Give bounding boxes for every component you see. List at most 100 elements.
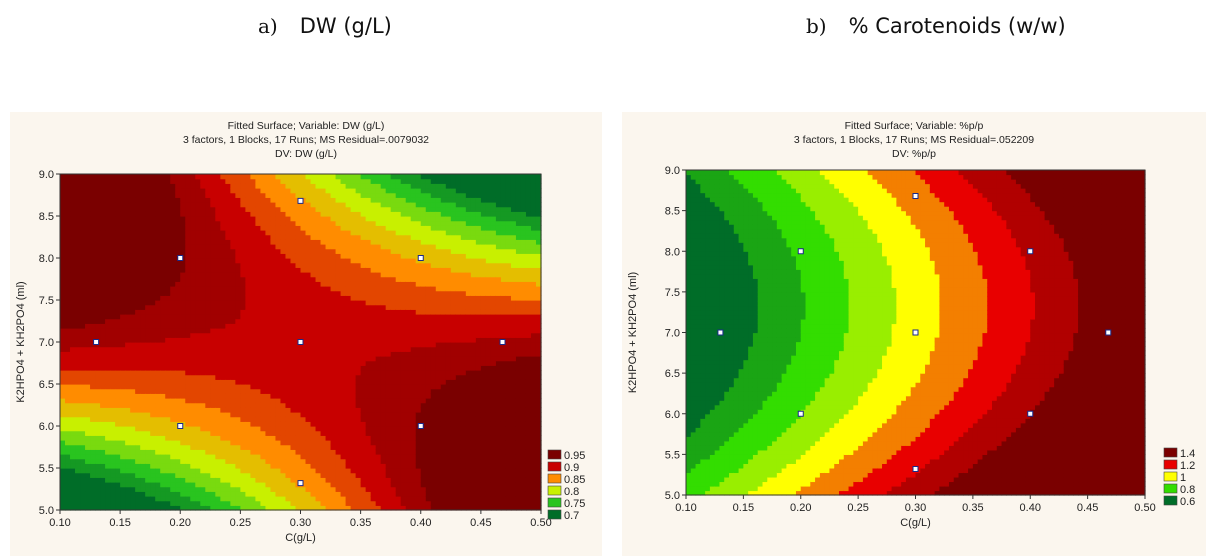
surface-cell [60, 300, 66, 306]
surface-cell [100, 430, 106, 436]
surface-cell [115, 412, 121, 418]
surface-cell [390, 337, 397, 343]
surface-cell [235, 234, 241, 240]
surface-cell [225, 374, 231, 380]
surface-cell [60, 426, 66, 432]
surface-cell [180, 496, 186, 502]
surface-cell [210, 216, 216, 222]
surface-cell [335, 430, 342, 436]
surface-cell [135, 393, 141, 399]
surface-cell [320, 197, 327, 203]
surface-cell [365, 197, 372, 203]
surface-cell [100, 505, 106, 511]
surface-cell [155, 309, 161, 315]
surface-cell [130, 253, 136, 259]
surface-cell [255, 328, 262, 334]
surface-cell [285, 384, 292, 390]
surface-cell [350, 220, 357, 226]
surface-cell [245, 178, 251, 184]
surface-cell [195, 398, 201, 404]
surface-cell [290, 258, 297, 264]
surface-cell [390, 192, 397, 198]
surface-cell [225, 496, 231, 502]
surface-cell [125, 472, 131, 478]
surface-cell [165, 178, 171, 184]
surface-cell [290, 444, 297, 450]
surface-cell [130, 468, 136, 474]
surface-cell [340, 379, 347, 385]
surface-cell [355, 216, 362, 222]
surface-cell [145, 412, 151, 418]
surface-cell [90, 458, 96, 464]
surface-cell [175, 412, 181, 418]
surface-cell [80, 230, 86, 236]
surface-cell [255, 426, 262, 432]
surface-cell [140, 388, 146, 394]
surface-cell [205, 472, 211, 478]
surface-cell [125, 505, 131, 511]
surface-cell [100, 258, 106, 264]
surface-cell [235, 244, 241, 250]
surface-cell [250, 272, 257, 278]
surface-cell [110, 435, 116, 441]
surface-cell [60, 267, 66, 273]
surface-cell [315, 332, 322, 338]
surface-cell [340, 230, 347, 236]
surface-cell [110, 220, 116, 226]
surface-cell [140, 230, 146, 236]
surface-cell [395, 393, 402, 399]
surface-cell [395, 491, 402, 497]
surface-cell [390, 356, 397, 362]
surface-cell [180, 449, 186, 455]
surface-cell [390, 314, 397, 320]
surface-cell [185, 402, 191, 408]
surface-cell [175, 435, 181, 441]
surface-cell [350, 328, 357, 334]
surface-cell [65, 272, 71, 278]
surface-cell [280, 202, 287, 208]
surface-cell [325, 402, 332, 408]
surface-cell [175, 430, 181, 436]
surface-cell [310, 290, 317, 296]
surface-cell [75, 323, 81, 329]
surface-cell [300, 174, 307, 180]
surface-cell [330, 188, 337, 194]
surface-cell [275, 309, 282, 315]
surface-cell [155, 463, 161, 469]
surface-cell [95, 500, 101, 506]
surface-cell [355, 230, 362, 236]
surface-cell [190, 449, 196, 455]
surface-cell [170, 477, 176, 483]
surface-cell [105, 178, 111, 184]
surface-cell [95, 458, 101, 464]
surface-cell [350, 421, 357, 427]
surface-cell [350, 262, 357, 268]
surface-cell [325, 314, 332, 320]
surface-cell [305, 491, 312, 497]
surface-cell [275, 206, 282, 212]
surface-cell [315, 463, 322, 469]
surface-cell [215, 412, 221, 418]
surface-cell [165, 388, 171, 394]
caption-b-label: b) [806, 14, 827, 38]
surface-cell [265, 337, 272, 343]
surface-cell [345, 393, 352, 399]
surface-cell [375, 486, 382, 492]
surface-cell [95, 463, 101, 469]
surface-cell [100, 360, 106, 366]
surface-cell [110, 225, 116, 231]
surface-cell [125, 183, 131, 189]
surface-cell [205, 458, 211, 464]
surface-cell [170, 360, 176, 366]
surface-cell [165, 328, 171, 334]
surface-cell [90, 496, 96, 502]
surface-cell [135, 384, 141, 390]
surface-cell [305, 206, 312, 212]
surface-cell [380, 230, 387, 236]
surface-cell [270, 440, 277, 446]
surface-cell [380, 309, 387, 315]
surface-cell [315, 314, 322, 320]
surface-cell [210, 482, 216, 488]
surface-cell [330, 374, 337, 380]
surface-cell [335, 304, 342, 310]
